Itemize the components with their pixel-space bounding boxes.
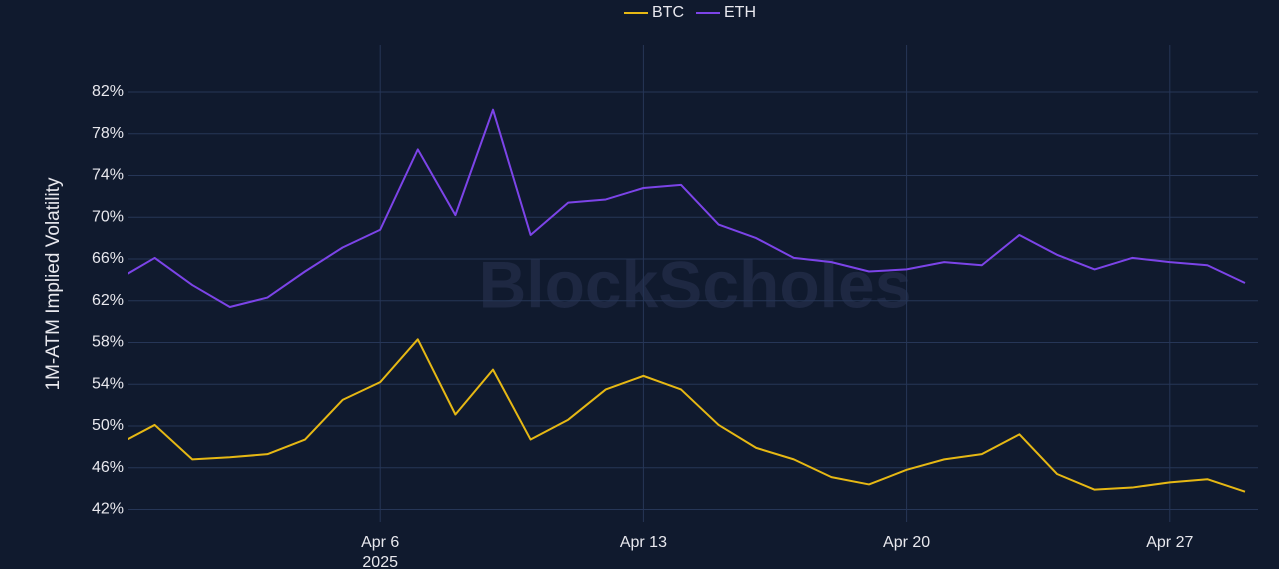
y-tick-label: 46%: [92, 459, 124, 476]
legend-label: ETH: [724, 4, 756, 21]
x-tick-label: Apr 20: [883, 534, 930, 551]
plot-area: [128, 45, 1258, 522]
x-year-label: 2025: [362, 554, 398, 569]
y-tick-label: 74%: [92, 167, 124, 184]
legend-label: BTC: [652, 4, 684, 21]
x-tick-label: Apr 13: [620, 534, 667, 551]
y-tick-label: 42%: [92, 501, 124, 518]
y-tick-label: 66%: [92, 250, 124, 267]
y-axis-title: 1M-ATM Implied Volatility: [43, 177, 64, 390]
x-tick-label: Apr 6: [361, 534, 399, 551]
y-tick-label: 58%: [92, 334, 124, 351]
series-line: [128, 338, 1246, 493]
x-tick-label: Apr 27: [1146, 534, 1193, 551]
y-tick-label: 78%: [92, 125, 124, 142]
y-tick-label: 62%: [92, 292, 124, 309]
y-tick-label: 82%: [92, 83, 124, 100]
y-tick-label: 54%: [92, 375, 124, 392]
watermark: BlockScholes: [479, 247, 912, 321]
y-tick-label: 70%: [92, 208, 124, 225]
y-tick-label: 50%: [92, 417, 124, 434]
series-line: [128, 108, 1246, 308]
